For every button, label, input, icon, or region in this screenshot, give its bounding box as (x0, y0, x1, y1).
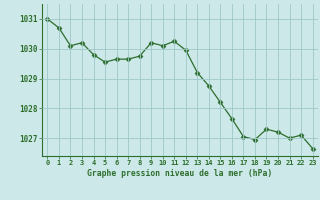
X-axis label: Graphe pression niveau de la mer (hPa): Graphe pression niveau de la mer (hPa) (87, 169, 273, 178)
